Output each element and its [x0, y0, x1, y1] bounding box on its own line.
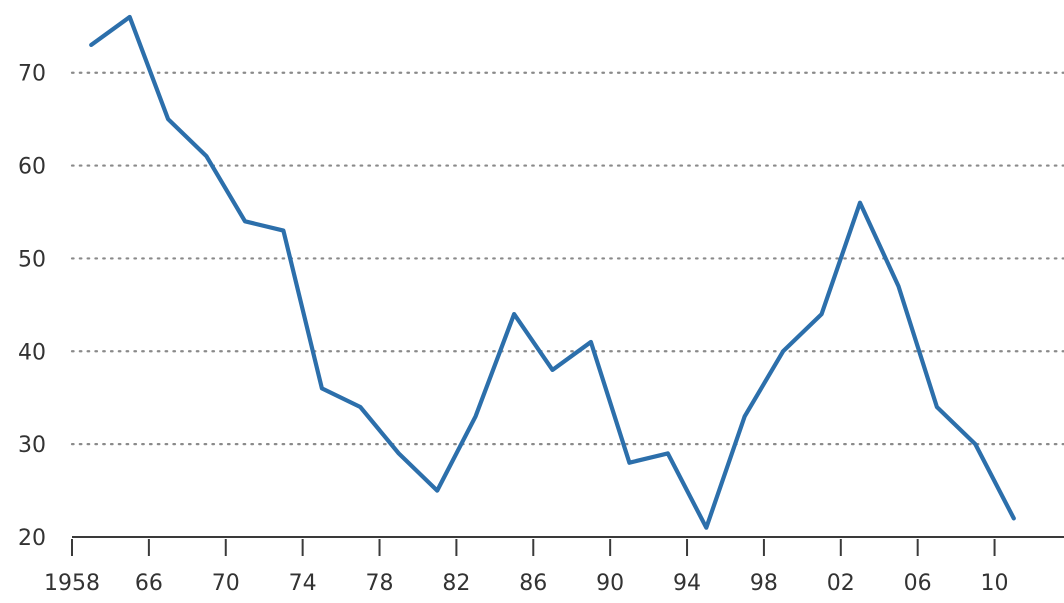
y-tick-label: 70 [18, 62, 46, 87]
data-point [895, 283, 901, 289]
x-tick-label: 02 [827, 571, 855, 596]
data-point [204, 153, 210, 159]
x-tick-label: 86 [519, 571, 547, 596]
y-tick-label: 50 [18, 247, 46, 272]
y-tick-label: 20 [18, 526, 46, 551]
y-tick-label: 40 [18, 340, 46, 365]
x-tick-label: 90 [596, 571, 624, 596]
x-tick-label: 06 [904, 571, 932, 596]
data-point [588, 339, 594, 345]
label-layer: 20 30 40 50 60 70 1958 66 70 74 78 82 86 90 94 98 02 06 10 [18, 62, 1009, 596]
x-tick-label: 94 [673, 571, 701, 596]
data-point [473, 413, 479, 419]
data-point [1011, 515, 1017, 521]
x-tick-label: 10 [981, 571, 1009, 596]
data-point [280, 228, 286, 234]
x-tick-label: 82 [442, 571, 470, 596]
series-layer [88, 14, 1017, 531]
series-line-0 [89, 14, 1016, 530]
x-axis [71, 536, 1064, 556]
data-point [857, 200, 863, 206]
x-tick-label: 66 [135, 571, 163, 596]
data-point [780, 348, 786, 354]
data-point [550, 367, 556, 373]
y-tick-label: 30 [18, 433, 46, 458]
data-point [819, 311, 825, 317]
data-point [626, 460, 632, 466]
data-point [127, 14, 133, 20]
x-tick-label: 1958 [44, 571, 100, 596]
data-point [665, 450, 671, 456]
data-point [972, 441, 978, 447]
data-point [511, 311, 517, 317]
grid-layer [70, 71, 1064, 446]
data-point [742, 413, 748, 419]
data-point [434, 488, 440, 494]
y-tick-label: 60 [18, 155, 46, 180]
data-point [88, 42, 94, 48]
data-point [242, 218, 248, 224]
data-point [703, 525, 709, 531]
x-tick-label: 98 [750, 571, 778, 596]
data-point [934, 404, 940, 410]
data-point [357, 404, 363, 410]
x-tick-label: 70 [212, 571, 240, 596]
x-tick-label: 74 [289, 571, 317, 596]
data-point [319, 385, 325, 391]
x-tick-label: 78 [366, 571, 394, 596]
data-point [396, 450, 402, 456]
data-point [165, 116, 171, 122]
